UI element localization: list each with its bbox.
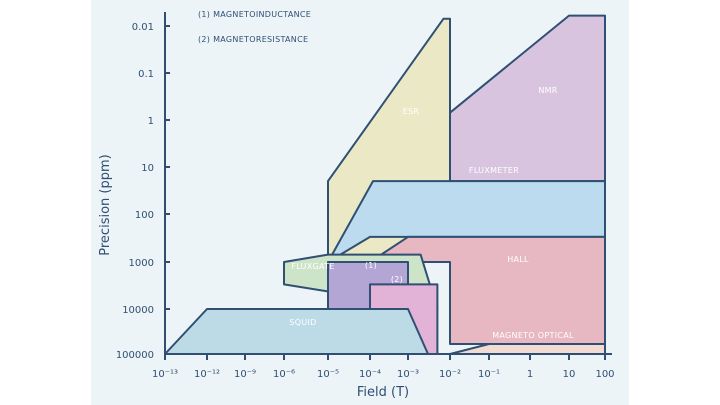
region-label-magneto-optical: MAGNETO OPTICAL [492, 331, 574, 340]
y-axis-title: Precision (ppm) [98, 154, 113, 255]
y-tick-label: 1 [148, 116, 154, 127]
labels-layer: ESR NMR FLUXMETER HALL FLUXGATE (1) (2) SQUID MA… [289, 86, 574, 340]
note-magnetoinductance: (1) MAGNETOINDUCTANCE [198, 10, 311, 19]
region-label-fluxmeter: FLUXMETER [469, 166, 519, 175]
region-label-1: (1) [365, 261, 377, 270]
y-tick-label: 100 [135, 210, 154, 221]
region-label-esr: ESR [403, 107, 420, 116]
region-label-squid: SQUID [289, 318, 316, 327]
x-tick-label: 10⁻³ [397, 369, 419, 380]
x-tick-label: 1 [527, 369, 533, 380]
x-tick-label: 10⁻¹ [478, 369, 500, 380]
region-label-2: (2) [391, 275, 403, 284]
region-magneto-optical [449, 343, 606, 355]
region-label-fluxgate: FLUXGATE [291, 262, 334, 271]
y-tick-label: 0.01 [132, 22, 154, 33]
region-fluxmeter [327, 180, 606, 263]
x-tick-label: 10⁻⁶ [273, 369, 295, 380]
region-label-nmr: NMR [538, 86, 557, 95]
x-tick-label: 10⁻¹³ [152, 369, 178, 380]
x-tick-label: 10⁻² [439, 369, 461, 380]
region-squid [164, 308, 429, 355]
y-tick-label: 100000 [116, 350, 154, 361]
region-nmr [449, 14, 606, 183]
x-tick-label: 10 [563, 369, 576, 380]
y-tick-label: 1000 [129, 258, 154, 269]
region-label-hall: HALL [507, 255, 529, 264]
x-tick-label: 10⁻⁴ [359, 369, 381, 380]
x-axis-title: Field (T) [357, 385, 409, 400]
x-tick-label: 100 [595, 369, 614, 380]
x-tick-label: 10⁻⁵ [317, 369, 339, 380]
x-tick-label: 10⁻¹² [194, 369, 220, 380]
y-tick-label: 0.1 [138, 69, 154, 80]
regions-layer [164, 14, 606, 355]
x-tick-label: 10⁻⁹ [234, 369, 256, 380]
y-tick-label: 10000 [122, 305, 154, 316]
axes-layer: 0.01 0.1 1 10 100 1000 10000 100000 10⁻¹³ 10⁻¹² 10… [116, 12, 615, 380]
note-magnetoresistance: (2) MAGNETORESISTANCE [198, 35, 308, 44]
y-tick-label: 10 [141, 163, 154, 174]
